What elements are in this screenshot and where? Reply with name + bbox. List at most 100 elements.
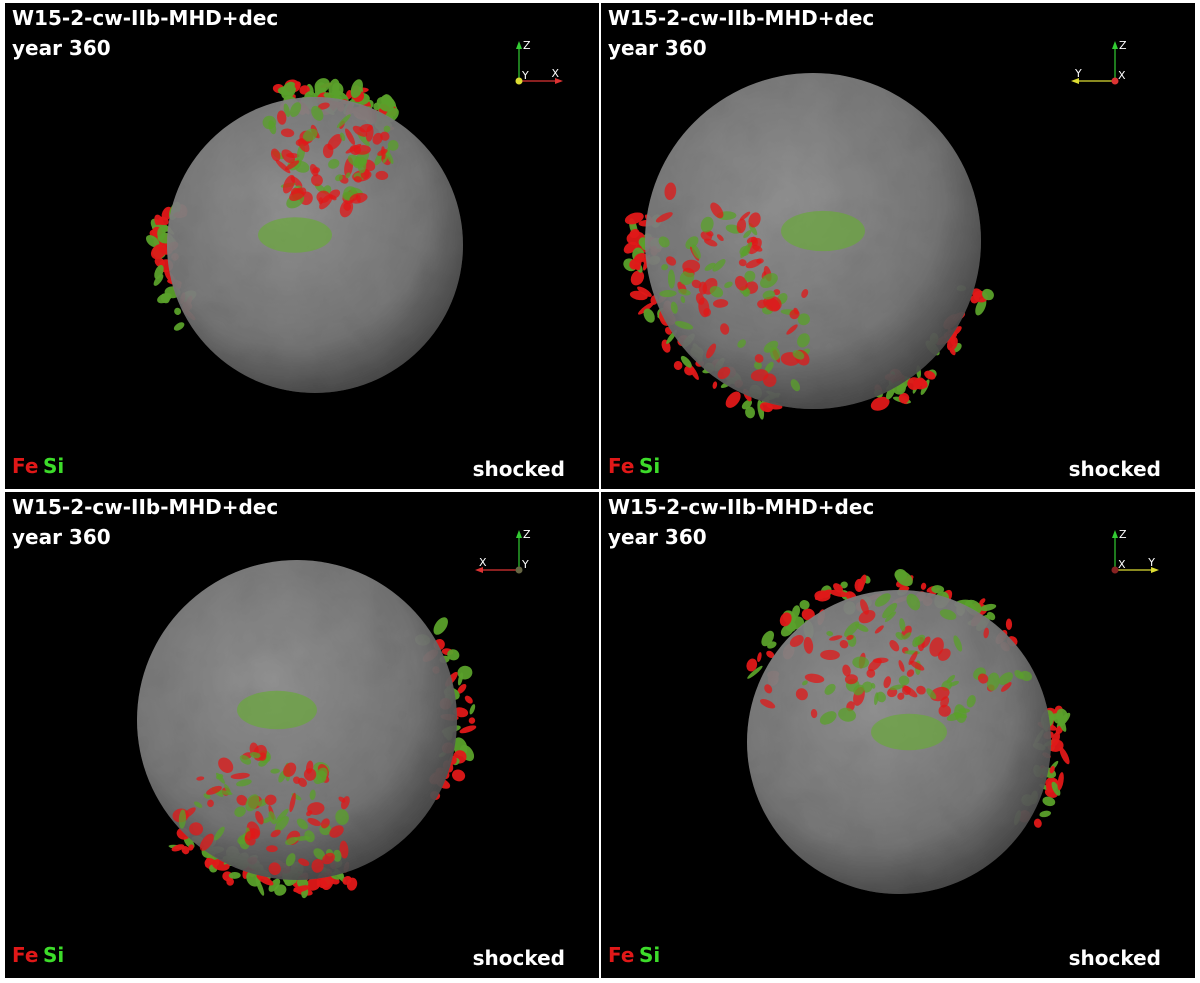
fe-blob [380, 131, 390, 141]
si-blob [1014, 670, 1024, 680]
si-blob [876, 691, 886, 703]
fe-blob [883, 676, 892, 689]
fe-blob [345, 128, 356, 145]
si-blob [946, 712, 962, 721]
si-blob [691, 244, 701, 259]
si-blob [855, 623, 869, 632]
axis-label: Z [523, 39, 531, 52]
panel-title: W15-2-cw-IIb-MHD+dec [12, 495, 278, 519]
fe-blob [630, 270, 645, 286]
si-blob [332, 82, 344, 96]
si-patch [258, 217, 332, 253]
si-blob [228, 872, 241, 879]
si-blob [898, 675, 910, 686]
si-blob [314, 78, 330, 93]
si-blob [268, 120, 277, 135]
fe-blob [293, 776, 301, 784]
fe-blob [801, 608, 815, 621]
fe-blob [763, 296, 781, 312]
fe-blob [230, 772, 250, 780]
fe-blob [226, 877, 234, 886]
fe-blob [464, 695, 473, 704]
fe-blob [375, 170, 389, 181]
fe-blob [353, 176, 363, 183]
axis-up-head [516, 530, 522, 538]
fe-blob [682, 259, 701, 273]
si-blob [433, 617, 448, 635]
fe-blob [889, 640, 900, 652]
fe-blob [760, 699, 776, 709]
si-blob [281, 81, 297, 100]
fe-blob [897, 692, 905, 700]
fe-blob [236, 794, 248, 806]
fe-blob [1051, 731, 1061, 747]
si-blob [382, 146, 391, 164]
fe-blob [629, 228, 640, 239]
si-blob [274, 816, 289, 832]
fe-blob [282, 174, 295, 194]
fe-blob [937, 648, 951, 661]
panel-year: year 360 [12, 36, 111, 60]
axis-up-head [516, 41, 522, 49]
fe-blob [199, 833, 214, 851]
si-blob [895, 632, 905, 640]
fe-blob [307, 802, 325, 815]
fe-blob [352, 125, 368, 137]
si-blob [797, 333, 810, 348]
si-blob [313, 848, 326, 860]
panel-year: year 360 [608, 36, 707, 60]
fe-blob [734, 275, 748, 291]
fe-blob [196, 776, 205, 781]
si-patch [871, 713, 947, 751]
fe-blob [303, 768, 317, 781]
fe-blob [381, 146, 386, 160]
si-blob [309, 789, 316, 801]
si-patch [781, 210, 865, 252]
fe-blob [270, 148, 281, 162]
axis-label: Y [521, 69, 529, 82]
fe-blob [468, 717, 476, 724]
fe-blob [188, 844, 194, 851]
fe-blob [909, 660, 925, 671]
fe-blob [868, 658, 882, 672]
fe-blob [916, 685, 926, 695]
fe-blob [266, 845, 278, 853]
fe-blob [322, 143, 334, 159]
si-blob [680, 355, 692, 368]
si-blob [902, 632, 912, 640]
fe-blob [756, 258, 764, 264]
si-blob [874, 593, 891, 607]
si-blob [763, 340, 779, 353]
fe-blob [207, 799, 214, 808]
si-blob [912, 636, 921, 648]
fe-blob [757, 652, 762, 662]
fe-blob [846, 634, 854, 641]
fe-blob [298, 138, 310, 153]
fe-blob [754, 354, 764, 363]
si-blob [340, 132, 346, 142]
fe-blob [717, 366, 731, 380]
si-blob [953, 635, 963, 652]
fe-blob [624, 212, 644, 225]
fe-blob [795, 688, 808, 701]
si-blob [146, 235, 160, 248]
fe-blob [983, 627, 989, 639]
fe-blob [924, 370, 936, 380]
fe-blob [206, 785, 222, 795]
axis-side-head [475, 567, 483, 573]
si-blob [193, 801, 203, 808]
si-blob [931, 585, 945, 594]
axis-label: X [479, 556, 487, 569]
fe-blob [339, 199, 354, 218]
si-blob [224, 784, 232, 795]
si-blob [679, 270, 695, 286]
si-blob [332, 849, 342, 862]
si-blob [304, 830, 315, 843]
fe-blob [1059, 747, 1070, 765]
fe-blob [752, 244, 763, 252]
fe-blob [860, 599, 869, 615]
fe-blob [264, 794, 277, 806]
fe-blob [786, 324, 798, 335]
legend-fe: Fe [608, 943, 634, 967]
si-blob [376, 96, 394, 112]
